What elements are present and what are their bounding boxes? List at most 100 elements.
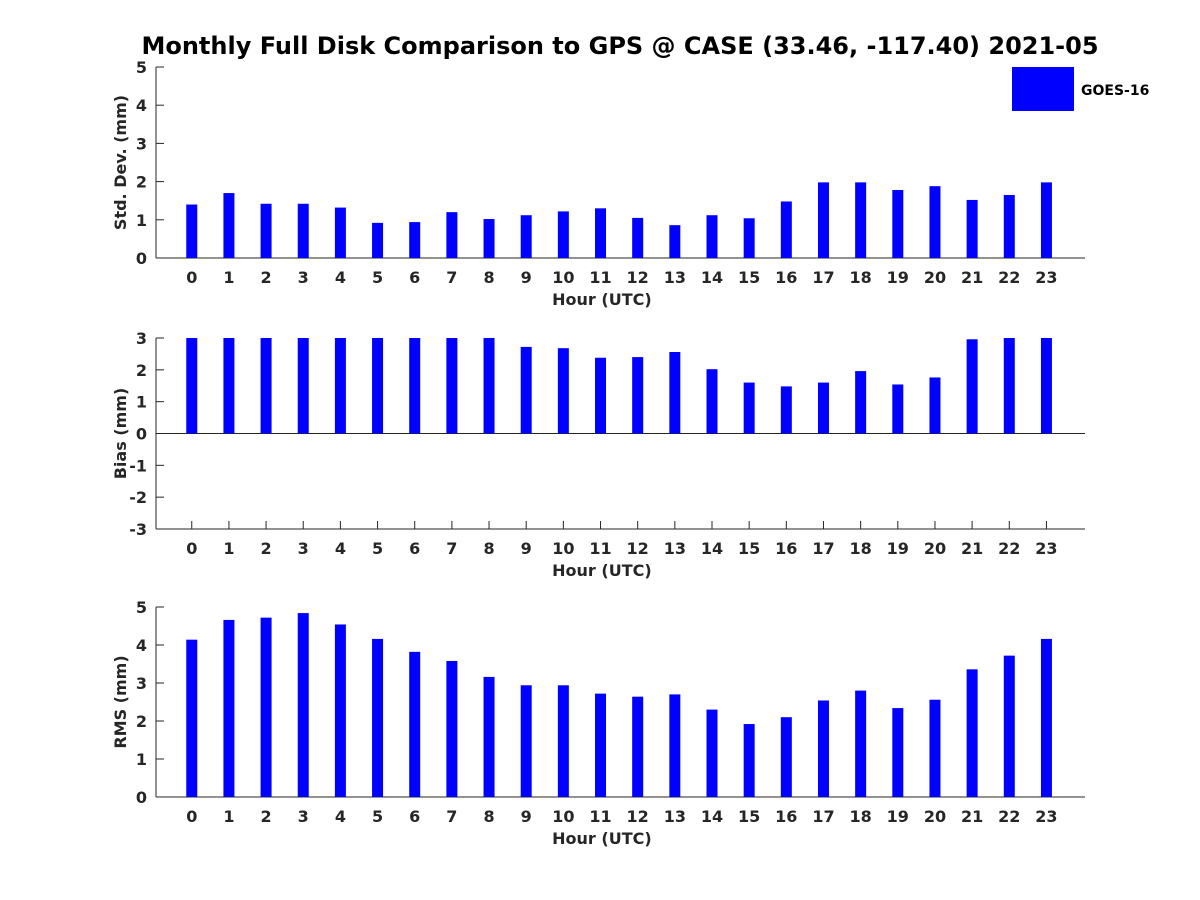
bar-hour-5 bbox=[372, 638, 384, 797]
y-tick-label: 1 bbox=[136, 211, 147, 230]
bar-hour-22 bbox=[1003, 338, 1015, 434]
x-tick-label: 15 bbox=[738, 268, 760, 287]
x-tick-label: 3 bbox=[298, 268, 309, 287]
bar-hour-12 bbox=[632, 357, 644, 434]
bar-hour-9 bbox=[520, 215, 532, 258]
x-tick-label: 0 bbox=[186, 268, 197, 287]
x-tick-label: 21 bbox=[961, 539, 983, 558]
y-tick-label: 3 bbox=[136, 329, 147, 348]
bar-hour-17 bbox=[817, 700, 829, 797]
bar-hour-22 bbox=[1003, 194, 1015, 258]
x-axis-label: Hour (UTC) bbox=[552, 290, 652, 309]
bar-hour-21 bbox=[966, 339, 978, 434]
bar-hour-10 bbox=[557, 685, 569, 797]
bar-hour-7 bbox=[446, 660, 458, 797]
x-tick-label: 12 bbox=[627, 539, 649, 558]
bar-hour-8 bbox=[483, 219, 495, 258]
bar-hour-2 bbox=[260, 338, 272, 434]
x-axis-label: Hour (UTC) bbox=[552, 829, 652, 848]
bar-hour-16 bbox=[780, 386, 792, 434]
y-tick-label: 1 bbox=[136, 750, 147, 769]
y-tick-label: 2 bbox=[136, 361, 147, 380]
bar-hour-13 bbox=[669, 694, 681, 797]
x-tick-label: 18 bbox=[850, 539, 872, 558]
x-tick-label: 13 bbox=[664, 807, 686, 826]
bar-hour-12 bbox=[632, 696, 644, 797]
y-axis-label: Std. Dev. (mm) bbox=[111, 95, 130, 230]
bar-hour-13 bbox=[669, 352, 681, 434]
x-tick-label: 16 bbox=[775, 807, 797, 826]
x-tick-label: 5 bbox=[372, 268, 383, 287]
x-tick-label: 10 bbox=[552, 807, 574, 826]
x-tick-label: 14 bbox=[701, 539, 723, 558]
bar-hour-18 bbox=[855, 182, 867, 258]
x-tick-label: 22 bbox=[998, 539, 1020, 558]
x-tick-label: 4 bbox=[335, 807, 346, 826]
bar-hour-1 bbox=[223, 619, 235, 797]
bar-hour-17 bbox=[817, 182, 829, 258]
bar-hour-2 bbox=[260, 617, 272, 797]
y-tick-label: 3 bbox=[136, 674, 147, 693]
x-tick-label: 0 bbox=[186, 539, 197, 558]
x-tick-label: 9 bbox=[521, 539, 532, 558]
x-tick-label: 20 bbox=[924, 268, 946, 287]
y-axis-label: Bias (mm) bbox=[111, 388, 130, 480]
y-tick-label: 0 bbox=[136, 788, 147, 807]
y-tick-label: 5 bbox=[136, 598, 147, 617]
x-tick-label: 5 bbox=[372, 807, 383, 826]
bar-hour-14 bbox=[706, 215, 718, 258]
legend: GOES-16 bbox=[1012, 67, 1149, 111]
x-tick-label: 1 bbox=[223, 807, 234, 826]
bar-hour-3 bbox=[297, 338, 309, 434]
bar-hour-13 bbox=[669, 225, 681, 258]
bar-hour-6 bbox=[409, 222, 421, 258]
x-tick-label: 19 bbox=[887, 268, 909, 287]
x-tick-label: 17 bbox=[812, 268, 834, 287]
y-tick-label: -3 bbox=[129, 520, 147, 539]
x-tick-label: 4 bbox=[335, 539, 346, 558]
bar-hour-20 bbox=[929, 699, 941, 797]
bar-hour-21 bbox=[966, 199, 978, 258]
x-tick-label: 4 bbox=[335, 268, 346, 287]
x-tick-label: 2 bbox=[261, 268, 272, 287]
x-tick-label: 13 bbox=[664, 268, 686, 287]
x-tick-label: 21 bbox=[961, 807, 983, 826]
bar-hour-0 bbox=[186, 639, 198, 797]
bar-hour-20 bbox=[929, 186, 941, 258]
x-tick-label: 22 bbox=[998, 268, 1020, 287]
x-tick-label: 10 bbox=[552, 268, 574, 287]
bar-hour-14 bbox=[706, 369, 718, 434]
x-tick-label: 19 bbox=[887, 807, 909, 826]
x-tick-label: 19 bbox=[887, 539, 909, 558]
x-tick-label: 16 bbox=[775, 268, 797, 287]
y-tick-label: 1 bbox=[136, 393, 147, 412]
x-tick-label: 22 bbox=[998, 807, 1020, 826]
legend-label: GOES-16 bbox=[1081, 83, 1149, 99]
bar-hour-15 bbox=[743, 382, 755, 434]
x-tick-label: 0 bbox=[186, 807, 197, 826]
bar-hour-5 bbox=[372, 222, 384, 258]
x-tick-label: 8 bbox=[483, 539, 494, 558]
x-tick-label: 6 bbox=[409, 268, 420, 287]
y-tick-label: 3 bbox=[136, 134, 147, 153]
y-tick-label: 0 bbox=[136, 249, 147, 268]
x-tick-label: 8 bbox=[483, 268, 494, 287]
x-tick-label: 21 bbox=[961, 268, 983, 287]
bar-hour-4 bbox=[334, 207, 346, 258]
bar-hour-7 bbox=[446, 338, 458, 434]
bar-hour-23 bbox=[1040, 338, 1052, 434]
bar-hour-19 bbox=[892, 384, 904, 434]
x-tick-label: 2 bbox=[261, 807, 272, 826]
bar-hour-11 bbox=[595, 208, 607, 258]
y-tick-label: -2 bbox=[129, 488, 147, 507]
x-tick-label: 14 bbox=[701, 807, 723, 826]
bar-hour-1 bbox=[223, 338, 235, 434]
bar-hour-1 bbox=[223, 193, 235, 258]
bar-hour-9 bbox=[520, 685, 532, 797]
bar-hour-15 bbox=[743, 218, 755, 258]
bar-hour-16 bbox=[780, 717, 792, 797]
bar-hour-18 bbox=[855, 690, 867, 797]
